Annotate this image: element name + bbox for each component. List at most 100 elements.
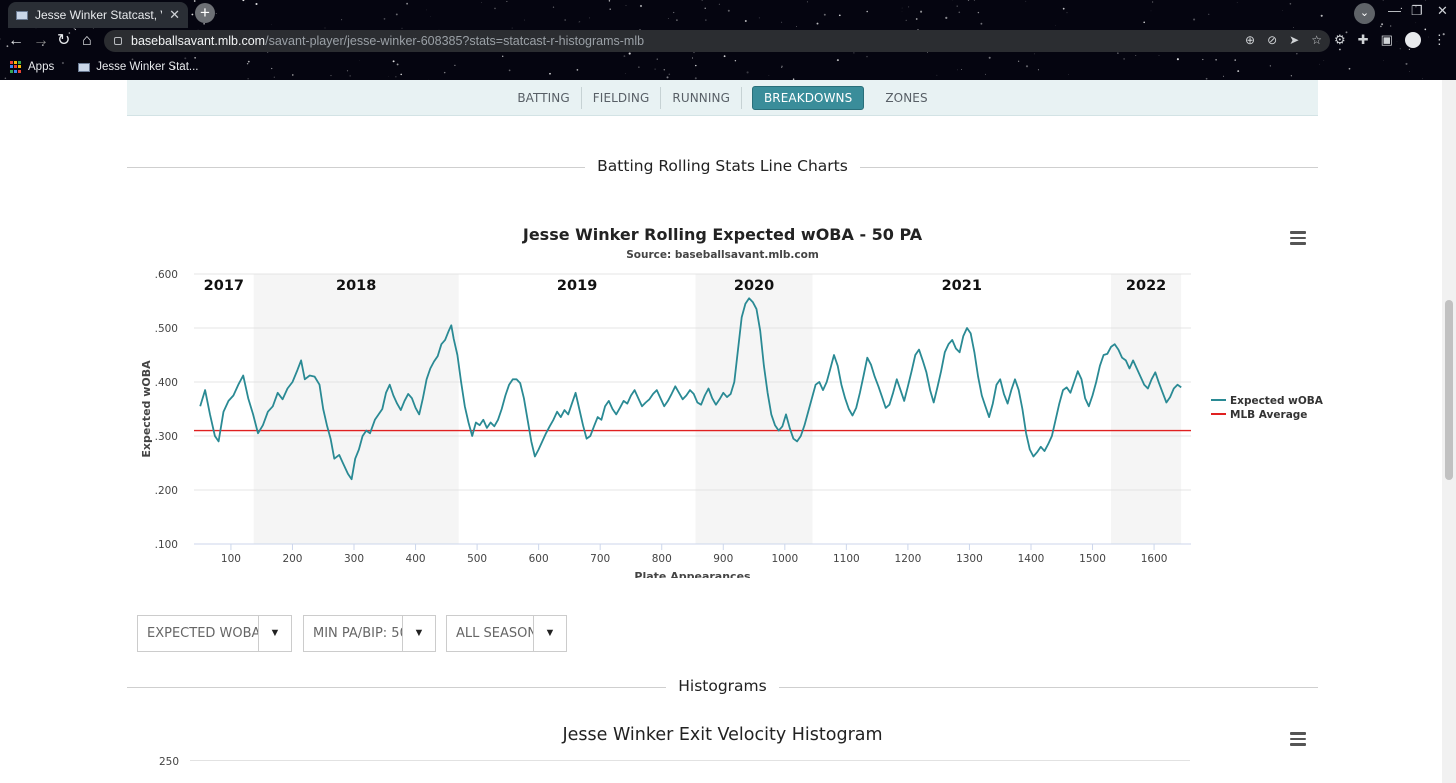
section-title: Histograms — [666, 677, 779, 695]
season-label: 2020 — [734, 278, 774, 294]
lock-icon — [114, 37, 122, 45]
send-icon[interactable]: ➤ — [1289, 33, 1300, 47]
y-tick-label: .500 — [155, 323, 178, 335]
rolling-section-heading: Batting Rolling Stats Line Charts — [127, 157, 1318, 177]
x-tick-label: 100 — [221, 553, 241, 565]
section-title: Batting Rolling Stats Line Charts — [585, 157, 860, 175]
x-tick-label: 700 — [590, 553, 610, 565]
histogram-menu-icon[interactable] — [1290, 732, 1306, 746]
chart-subtitle: Source: baseballsavant.mlb.com — [626, 249, 819, 261]
x-tick-label: 1000 — [771, 553, 798, 565]
y-tick-label: .100 — [155, 539, 178, 551]
tracking-icon[interactable]: ⊘ — [1267, 33, 1278, 47]
tab-title: Jesse Winker Statcast, Visuali — [35, 8, 162, 22]
x-tick-label: 1200 — [895, 553, 922, 565]
x-tick-label: 300 — [344, 553, 364, 565]
season-label: 2019 — [557, 278, 597, 294]
tab-breakdowns[interactable]: BREAKDOWNS — [751, 85, 865, 110]
bookmarks-bar: Apps Jesse Winker Stat... — [0, 56, 212, 78]
season-label: 2018 — [336, 278, 376, 294]
profile-avatar[interactable] — [1404, 32, 1421, 48]
stat-select[interactable]: EXPECTED WOBA ▼ — [137, 615, 292, 652]
tab-batting[interactable]: BATTING — [506, 86, 582, 109]
x-tick-label: 1500 — [1079, 553, 1106, 565]
min-pa-select[interactable]: MIN PA/BIP: 50 ▼ — [303, 615, 436, 652]
histogram-y-tick: 250 — [159, 756, 180, 768]
sidepanel-icon[interactable]: ▣ — [1380, 32, 1393, 47]
stats-subnav: BATTING FIELDING RUNNING BREAKDOWNS ZONE… — [127, 80, 1318, 116]
season-band — [695, 274, 813, 544]
page-scrollbar[interactable] — [1442, 80, 1456, 783]
browser-tab[interactable]: Jesse Winker Statcast, Visuali ✕ — [8, 2, 188, 28]
tab-search-button[interactable]: ⌄ — [1354, 3, 1375, 24]
minimize-icon[interactable]: — — [1388, 3, 1401, 18]
stat-select-value: EXPECTED WOBA — [147, 626, 258, 641]
apps-grid-icon — [10, 61, 22, 73]
x-tick-label: 1400 — [1018, 553, 1045, 565]
bookmark-apps[interactable]: Apps — [10, 61, 54, 73]
browser-chrome: Jesse Winker Statcast, Visuali ✕ + ⌄ — ❐… — [0, 0, 1456, 80]
chevron-down-icon[interactable]: ▼ — [402, 616, 435, 651]
favicon-icon — [78, 62, 91, 72]
favicon-icon — [16, 10, 28, 20]
histogram-gridline — [190, 760, 1190, 761]
address-bar[interactable]: baseballsavant.mlb.com /savant-player/je… — [104, 30, 1330, 52]
tab-zones[interactable]: ZONES — [885, 90, 928, 105]
x-tick-label: 1100 — [833, 553, 860, 565]
page-content: BATTING FIELDING RUNNING BREAKDOWNS ZONE… — [0, 80, 1456, 783]
season-label: 2022 — [1126, 278, 1166, 294]
season-select[interactable]: ALL SEASONS ▼ — [446, 615, 567, 652]
season-label: 2017 — [204, 278, 244, 294]
puzzle-icon[interactable]: ✚ — [1357, 32, 1369, 47]
scrollbar-thumb[interactable] — [1445, 300, 1453, 480]
x-tick-label: 1600 — [1141, 553, 1168, 565]
x-tick-label: 600 — [529, 553, 549, 565]
y-tick-label: .400 — [155, 377, 178, 389]
histogram-section-heading: Histograms — [127, 677, 1318, 697]
browser-toolbar: ← → ↻ ⌂ baseballsavant.mlb.com /savant-p… — [0, 28, 1456, 54]
chart-title: Jesse Winker Rolling Expected wOBA - 50 … — [522, 225, 923, 244]
x-axis-title: Plate Appearances — [634, 570, 751, 578]
more-menu-icon[interactable]: ⋮ — [1432, 32, 1446, 47]
zoom-icon[interactable]: ⊕ — [1245, 33, 1256, 47]
reload-icon[interactable]: ↻ — [57, 32, 71, 49]
histogram-title: Jesse Winker Exit Velocity Histogram — [562, 725, 883, 745]
season-select-value: ALL SEASONS — [456, 626, 533, 641]
x-tick-label: 1300 — [956, 553, 983, 565]
season-label: 2021 — [942, 278, 982, 294]
forward-icon[interactable]: → — [33, 32, 49, 49]
url-host: baseballsavant.mlb.com — [131, 34, 266, 48]
url-path: /savant-player/jesse-winker-608385?stats… — [265, 34, 645, 48]
bookmark-label: Jesse Winker Stat... — [96, 61, 199, 73]
y-tick-label: .300 — [155, 431, 178, 443]
chevron-down-icon[interactable]: ▼ — [258, 616, 291, 651]
legend-label: MLB Average — [1230, 409, 1307, 421]
bookmark-jesse-winker[interactable]: Jesse Winker Stat... — [78, 61, 198, 73]
x-tick-label: 900 — [713, 553, 733, 565]
back-icon[interactable]: ← — [8, 32, 24, 49]
y-tick-label: .200 — [155, 485, 178, 497]
y-axis-title: Expected wOBA — [140, 360, 153, 458]
maximize-icon[interactable]: ❐ — [1411, 3, 1423, 18]
y-tick-label: .600 — [155, 269, 178, 281]
season-band — [1110, 274, 1182, 544]
chart-menu-icon[interactable] — [1290, 231, 1306, 245]
season-band — [253, 274, 459, 544]
extension-icon[interactable]: ⚙ — [1334, 32, 1346, 47]
legend-label: Expected wOBA — [1230, 395, 1324, 407]
tab-running[interactable]: RUNNING — [661, 86, 742, 109]
bookmark-label: Apps — [28, 61, 55, 73]
window-close-icon[interactable]: ✕ — [1437, 3, 1448, 18]
rolling-woba-chart: .100 .200 .300 .400 .500 .600 100 200 300 400 500 6… — [140, 269, 1324, 578]
x-tick-label: 500 — [467, 553, 487, 565]
x-tick-label: 800 — [652, 553, 672, 565]
bookmark-star-icon[interactable]: ☆ — [1311, 33, 1322, 47]
close-icon[interactable]: ✕ — [169, 7, 180, 22]
x-tick-label: 400 — [406, 553, 426, 565]
home-icon[interactable]: ⌂ — [82, 32, 92, 49]
chevron-down-icon[interactable]: ▼ — [533, 616, 566, 651]
tab-fielding[interactable]: FIELDING — [582, 86, 662, 109]
new-tab-button[interactable]: + — [195, 3, 215, 23]
expected-woba-line — [199, 297, 1182, 481]
min-pa-select-value: MIN PA/BIP: 50 — [313, 626, 402, 641]
